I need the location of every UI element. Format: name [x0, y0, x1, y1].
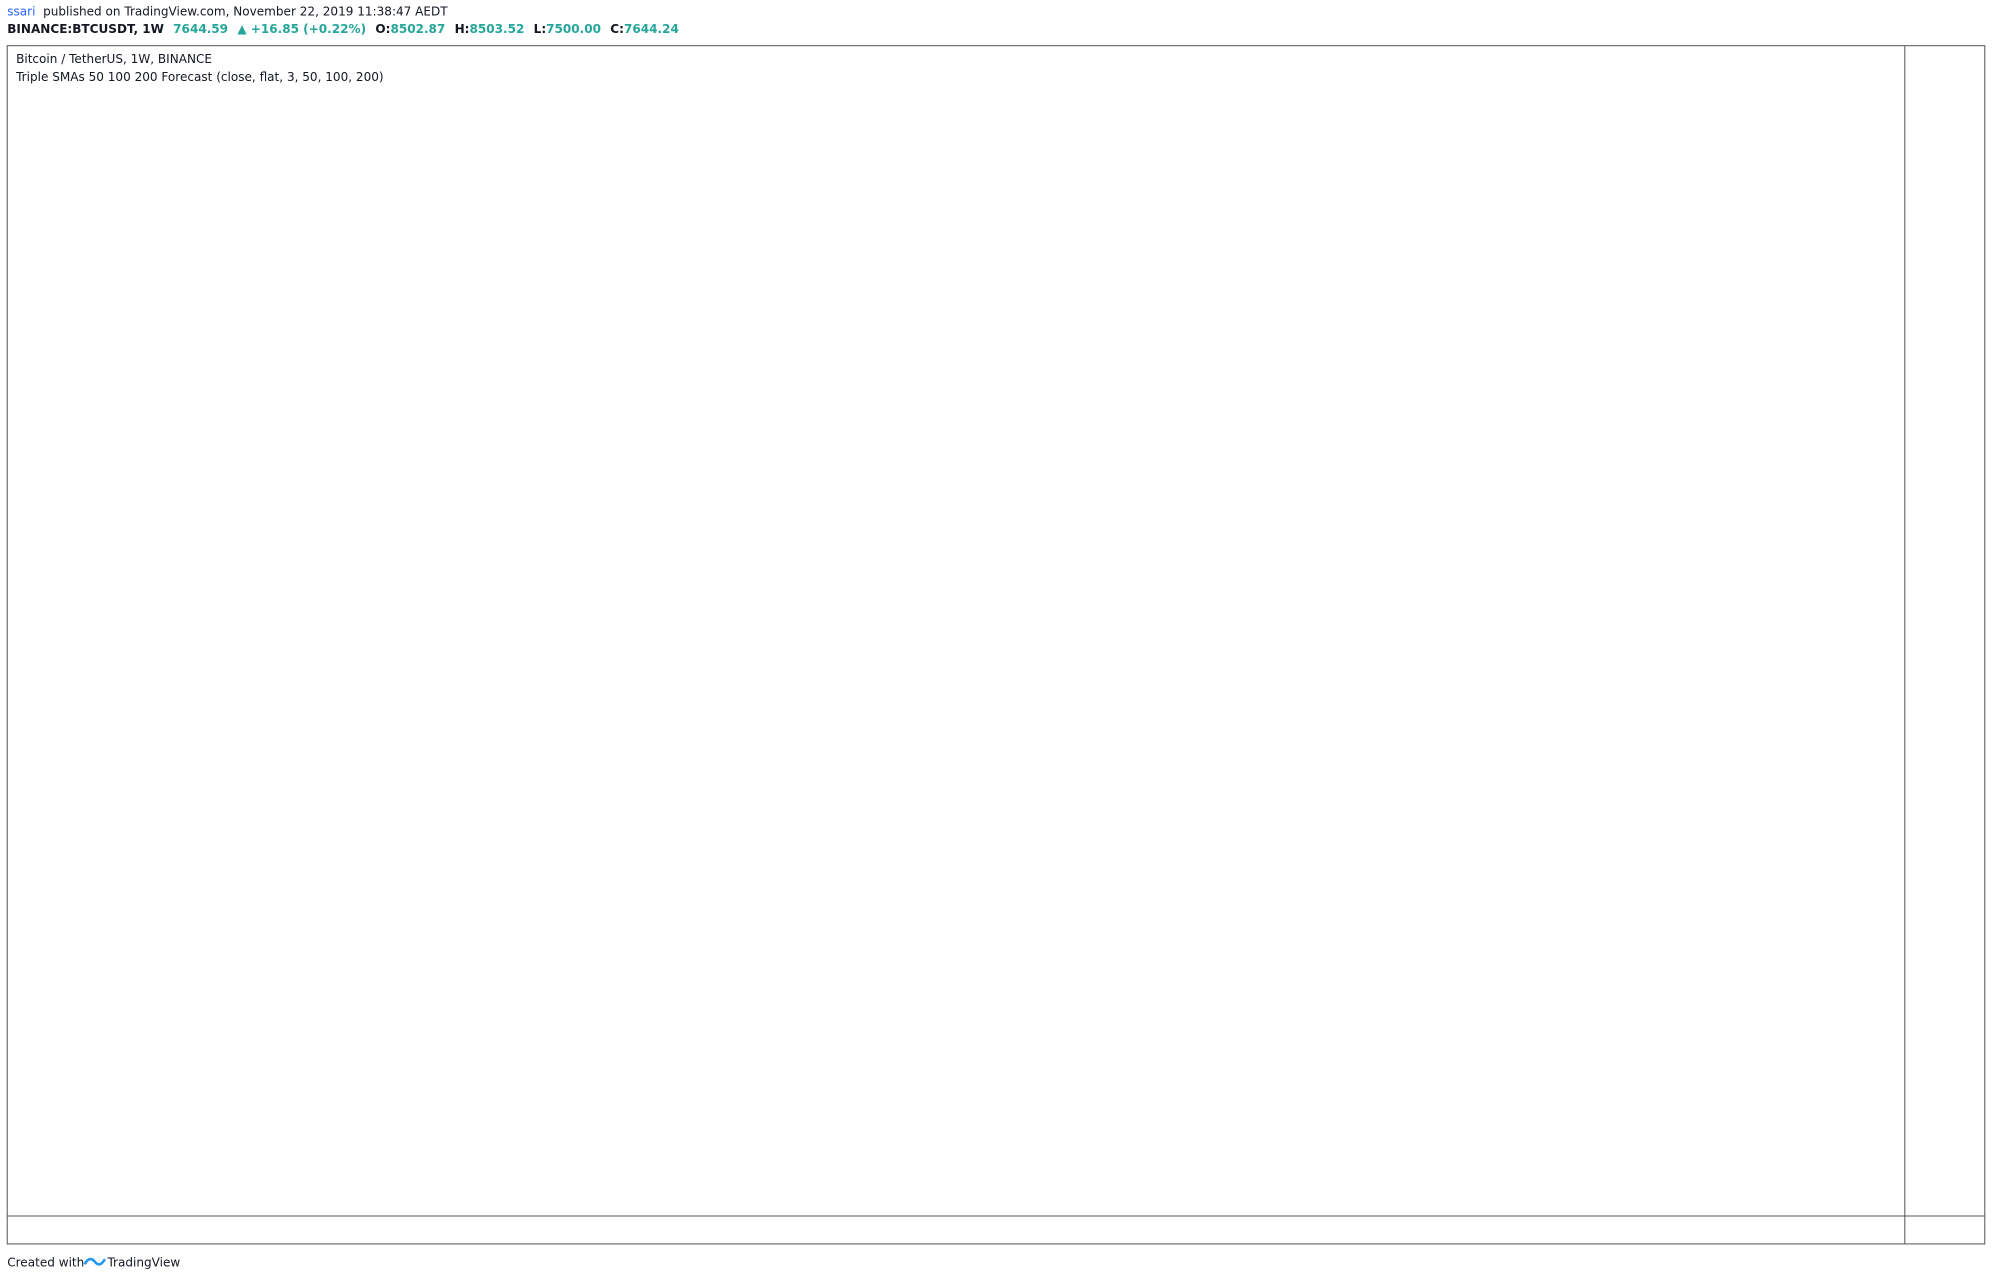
- last-price: 7644.59: [173, 22, 228, 36]
- ohlc-key: O:: [375, 22, 390, 36]
- change: ▲ +16.85 (+0.22%): [237, 22, 366, 36]
- brand-logo: [83, 1257, 107, 1266]
- footer-text: Created with: [7, 1255, 84, 1269]
- ohlc-key: H:: [455, 22, 470, 36]
- chart-title: Bitcoin / TetherUS, 1W, BINANCE: [16, 52, 212, 66]
- ohlc-value: 7644.24: [624, 22, 679, 36]
- header-line: ssari published on TradingView.com, Nove…: [7, 4, 448, 18]
- indicator-title: Triple SMAs 50 100 200 Forecast (close, …: [15, 70, 384, 84]
- published: published on TradingView.com, November 2…: [43, 4, 448, 18]
- footer-brand[interactable]: TradingView: [106, 1255, 180, 1269]
- symbol-line: BINANCE:BTCUSDT, 1W 7644.59 ▲ +16.85 (+0…: [7, 22, 679, 36]
- ohlc-value: 7500.00: [546, 22, 601, 36]
- symbol: BINANCE:BTCUSDT, 1W: [7, 22, 164, 36]
- ohlc-value: 8502.87: [390, 22, 445, 36]
- ohlc-value: 8503.52: [470, 22, 525, 36]
- ohlc-key: L:: [534, 22, 547, 36]
- author[interactable]: ssari: [7, 4, 35, 18]
- chart-frame: [6, 45, 1986, 1245]
- ohlc-key: C:: [610, 22, 624, 36]
